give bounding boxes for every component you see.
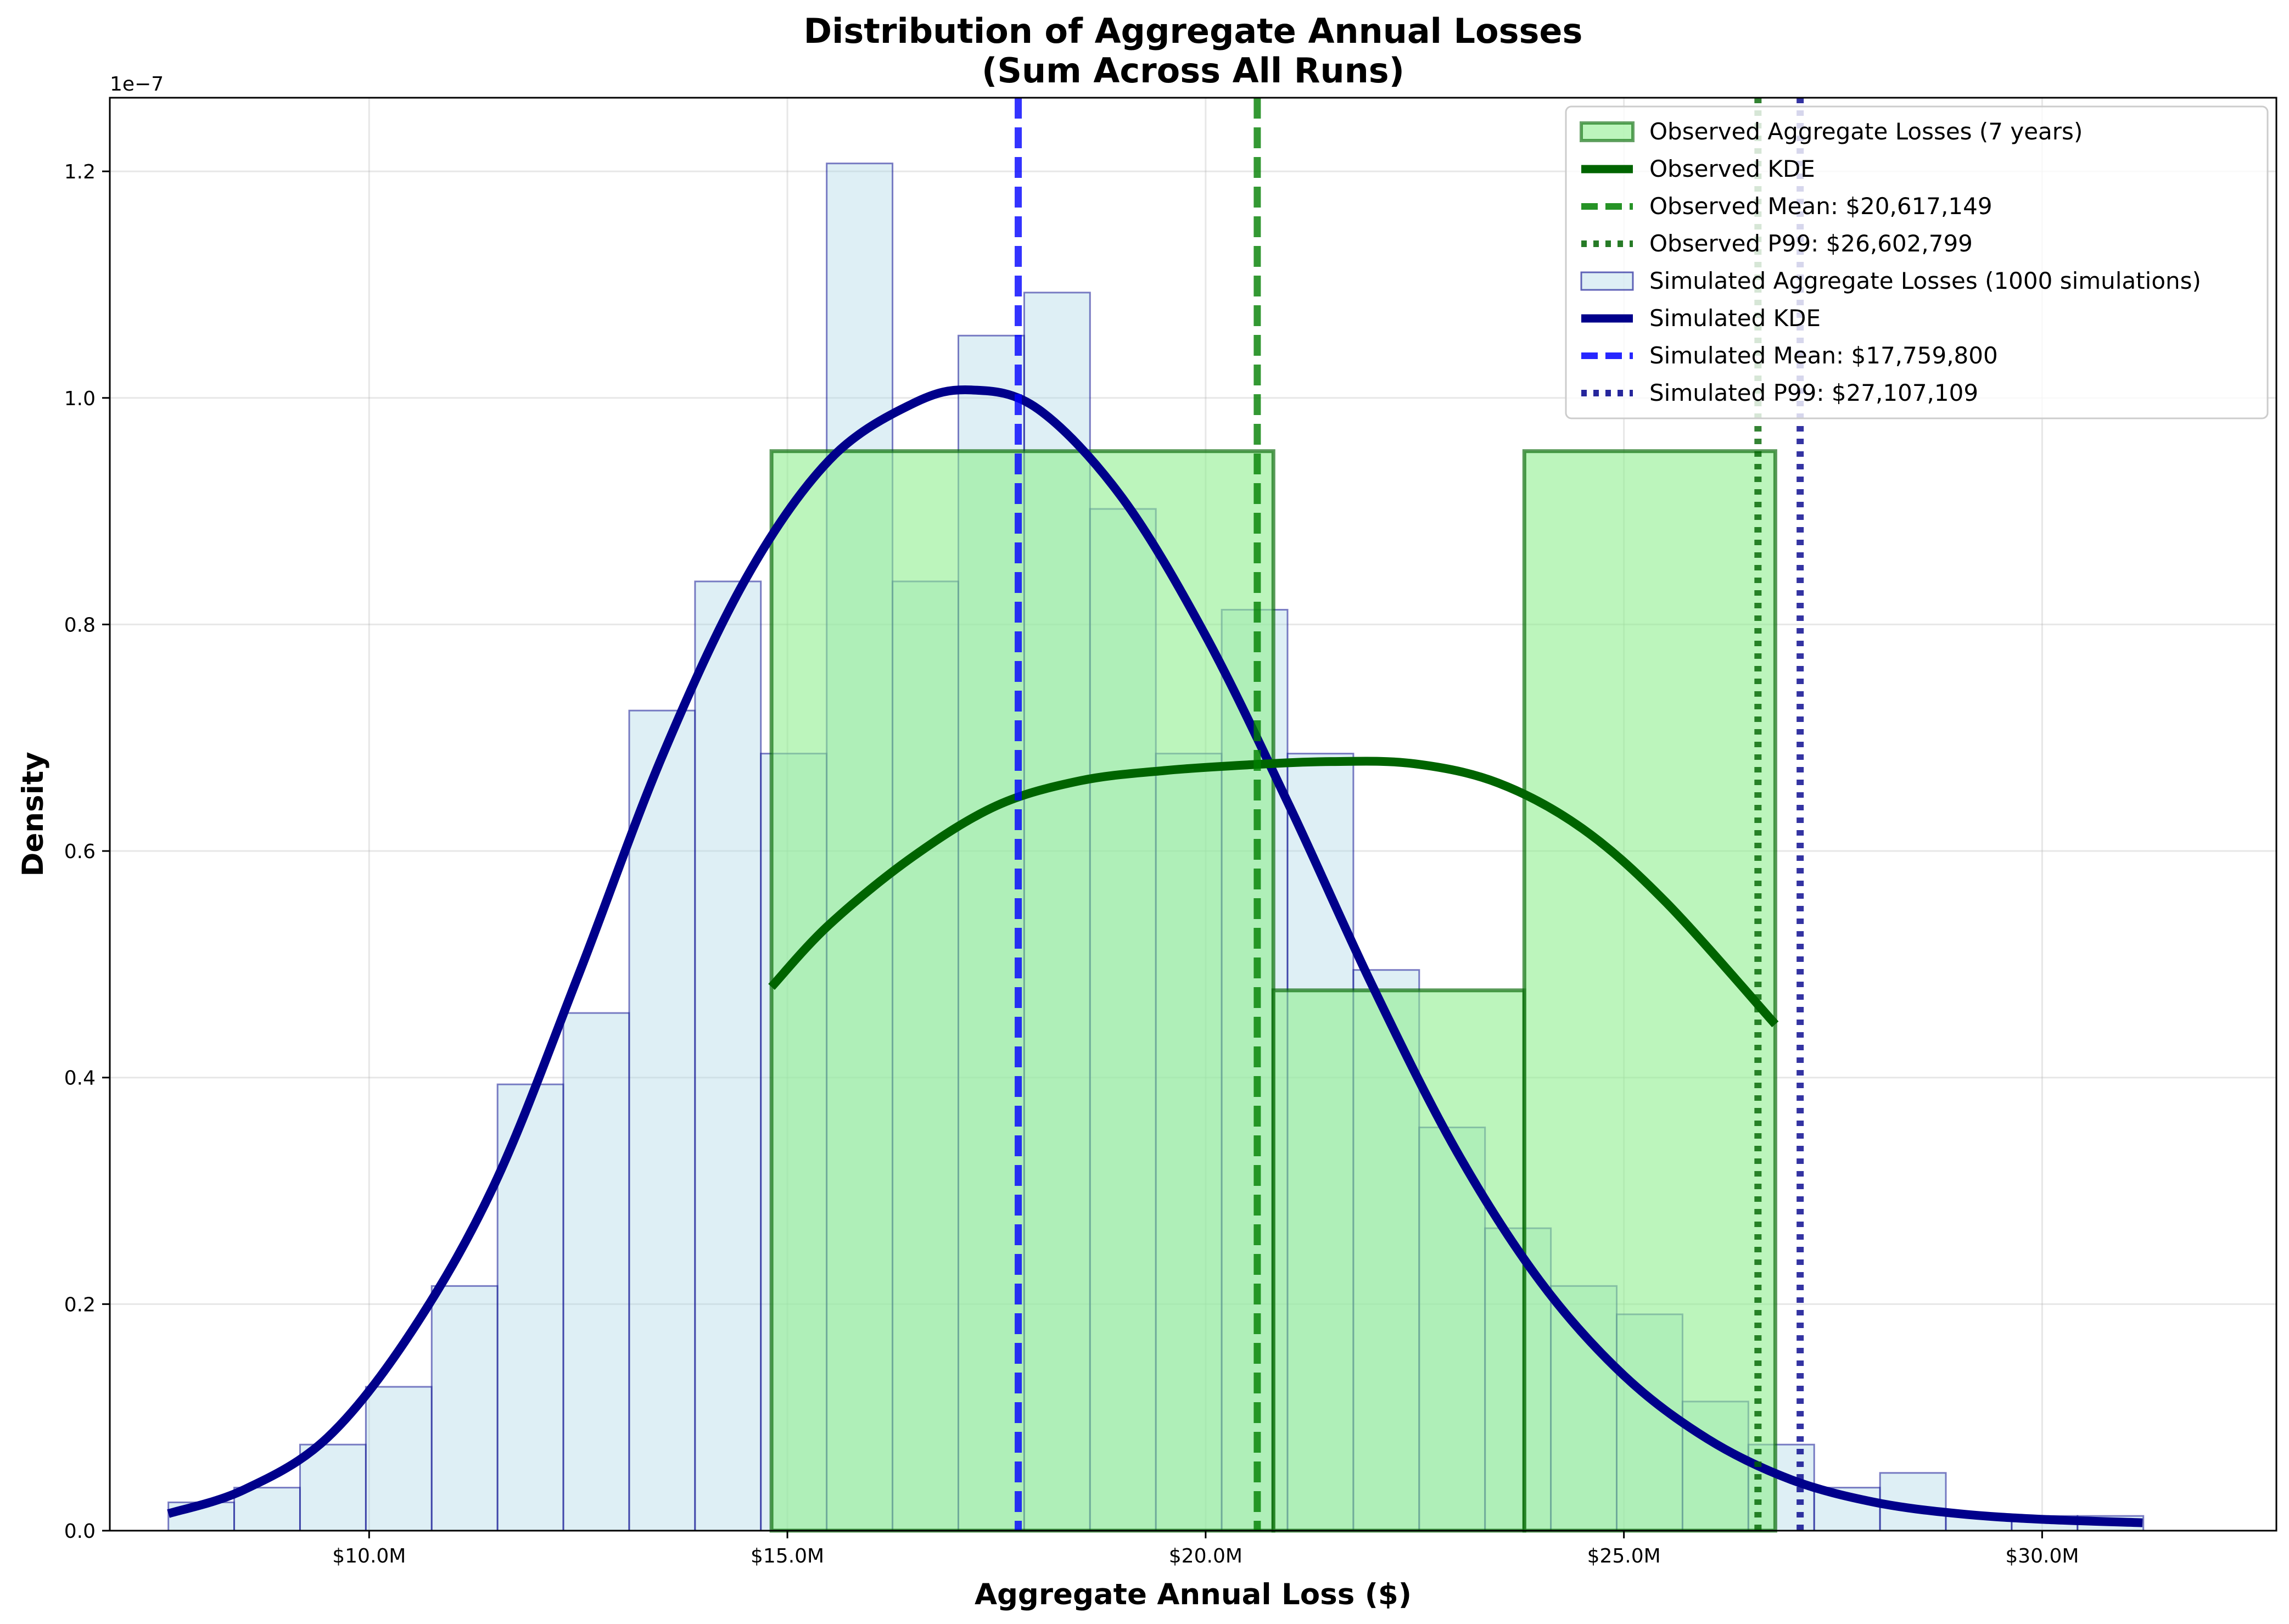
legend-box (1565, 105, 2269, 419)
x-axis-title: Aggregate Annual Loss ($) (975, 1578, 1412, 1611)
simulated-bar (694, 580, 762, 1532)
x-tick-label: $30.0M (2005, 1545, 2079, 1567)
observed-histogram (769, 449, 1777, 1533)
chart-title-line-2: (Sum Across All Runs) (982, 51, 1404, 91)
x-tick-label: $25.0M (1587, 1545, 1661, 1567)
legend-label: Observed KDE (1649, 155, 1815, 182)
plot-area-frame (109, 97, 2277, 1532)
legend-label: Observed Aggregate Losses (7 years) (1649, 118, 2083, 145)
simulated-bar (562, 1012, 630, 1532)
simulated-kde-line (167, 385, 2143, 1527)
x-tick-label: $15.0M (751, 1545, 824, 1567)
y-tick-label: 0.0 (64, 1520, 96, 1543)
legend-label: Observed P99: $26,602,799 (1649, 230, 1973, 257)
y-tick-label: 0.8 (64, 614, 96, 636)
legend-patch (1580, 121, 1635, 142)
y-axis-offset-label: 1e−7 (110, 73, 164, 96)
y-tick-label: 0.4 (64, 1067, 96, 1090)
simulated-bar (628, 709, 696, 1532)
x-tick-label: $10.0M (332, 1545, 406, 1567)
legend-label: Simulated Aggregate Losses (1000 simulat… (1649, 267, 2201, 294)
legend-label: Simulated Mean: $17,759,800 (1649, 342, 1998, 369)
simulated-bar (430, 1285, 499, 1532)
simulated-bar (299, 1443, 367, 1532)
legend-label: Observed Mean: $20,617,149 (1649, 193, 1993, 220)
reference-lines (1015, 98, 1804, 1531)
y-tick-label: 1.2 (64, 161, 96, 183)
y-axis-title: Density (16, 752, 50, 876)
x-tick-label: $20.0M (1169, 1545, 1243, 1567)
simulated-bar (365, 1386, 433, 1532)
y-tick-label: 0.6 (64, 841, 96, 863)
y-tick-label: 0.2 (64, 1293, 96, 1316)
chart-title-line-1: Distribution of Aggregate Annual Losses (804, 11, 1583, 51)
legend-patch (1580, 271, 1634, 291)
observed-bar (1522, 449, 1777, 1533)
observed-bar (1271, 988, 1526, 1533)
legend-label: Simulated P99: $27,107,109 (1649, 379, 1978, 406)
y-tick-label: 1.0 (64, 388, 96, 410)
legend: Observed Aggregate Losses (7 years) Obser… (1565, 105, 2269, 419)
legend-label: Simulated KDE (1649, 305, 1821, 332)
y-axis-ticks: 0.0 0.2 0.4 0.6 0.8 1.0 1.2 (64, 161, 110, 1543)
x-axis-ticks: $10.0M $15.0M $20.0M $25.0M $30.0M (332, 1531, 2079, 1567)
